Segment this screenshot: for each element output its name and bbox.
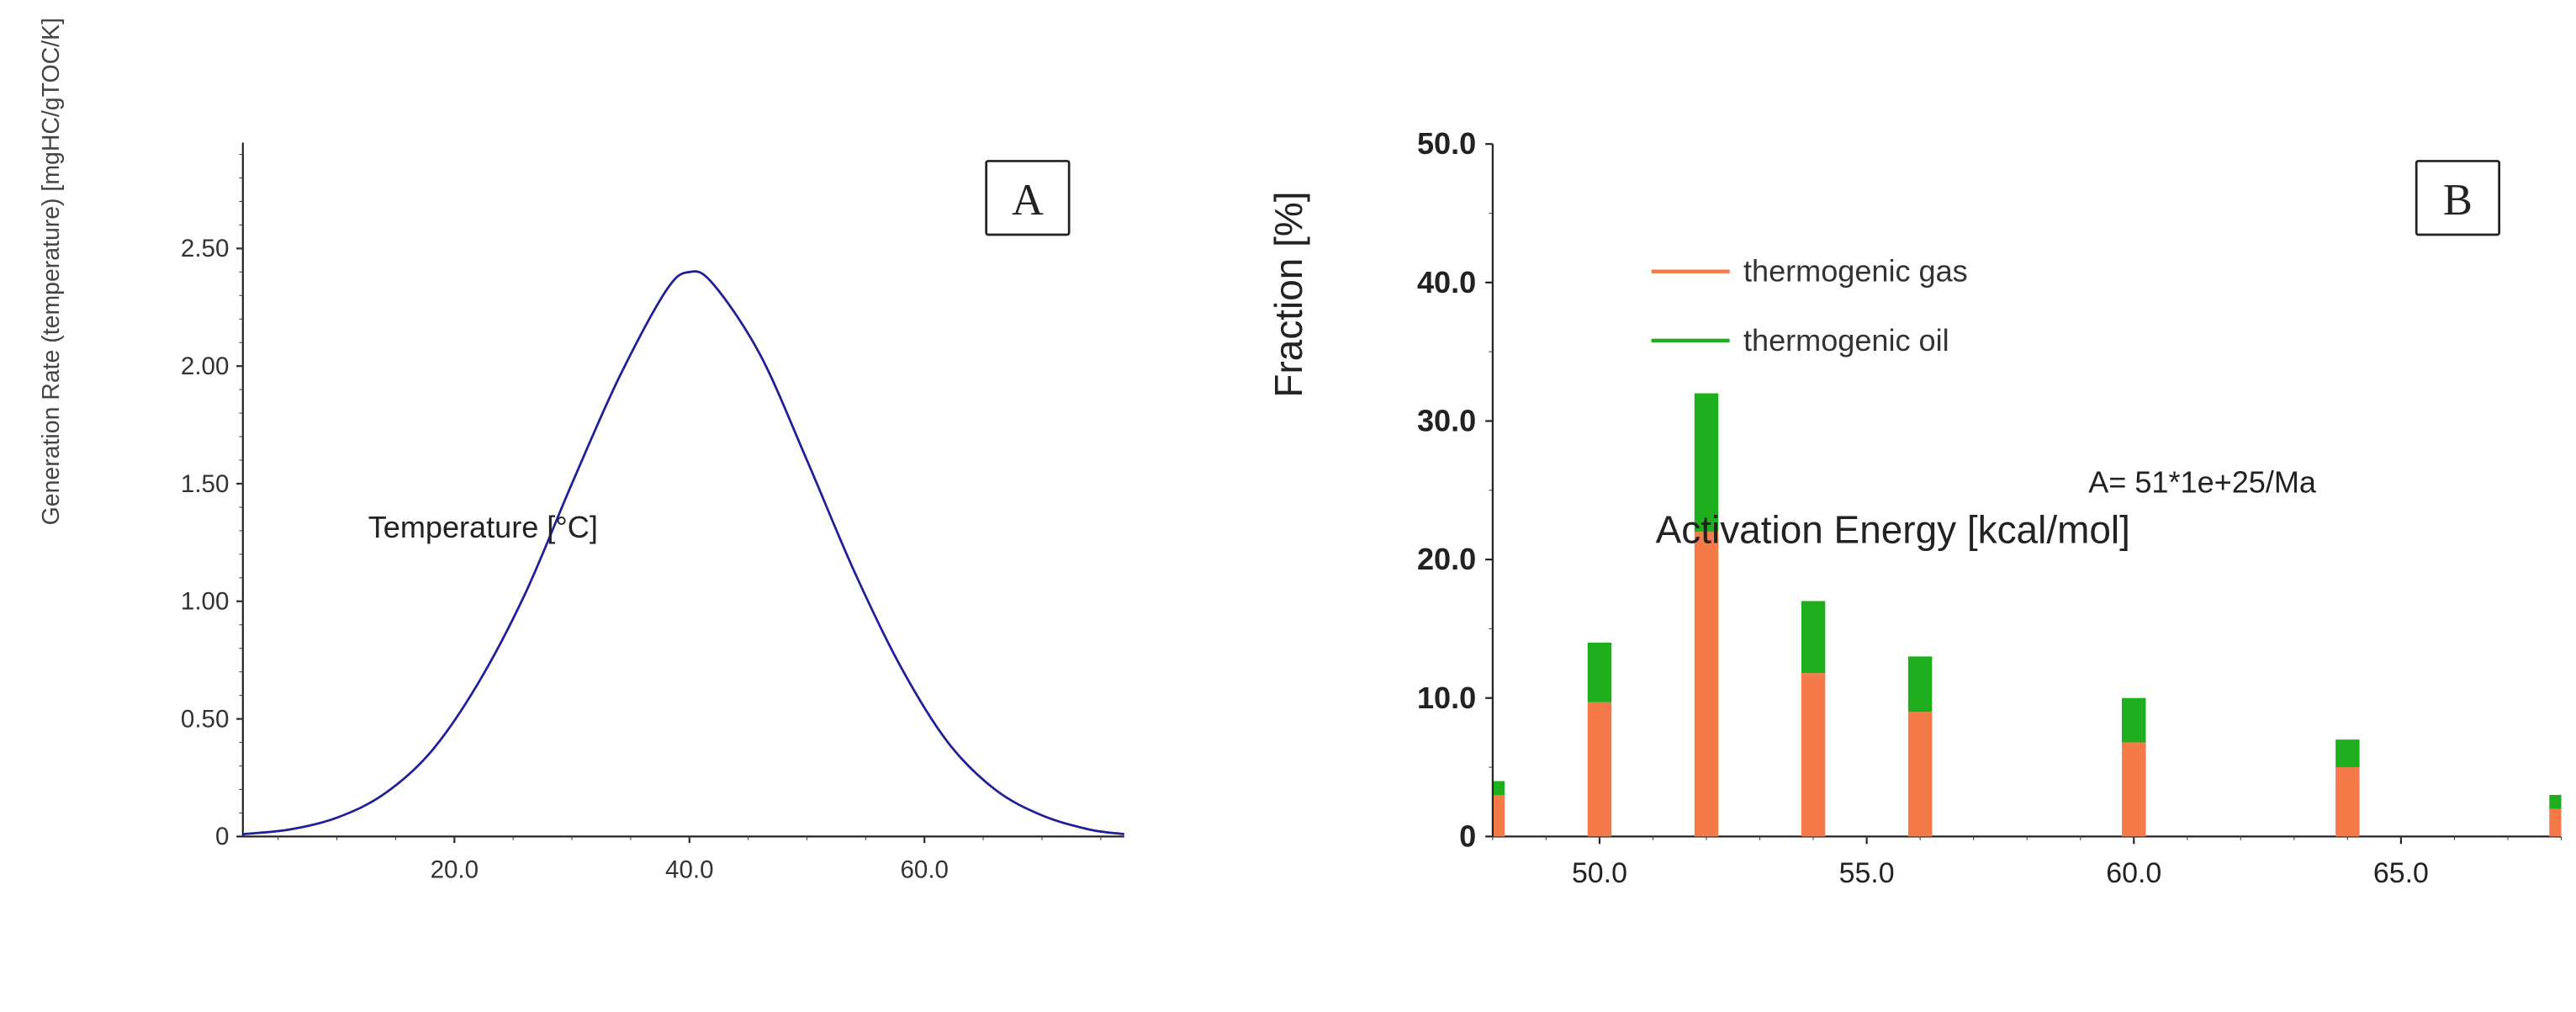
panel-b-label: B <box>2443 176 2473 225</box>
panel-b-y-tick-label: 20.0 <box>1417 542 1476 576</box>
bar-thermogenic-oil <box>1493 781 1505 795</box>
panel-a-y-tick-label: 2.50 <box>181 235 229 262</box>
bar-thermogenic-oil <box>1694 393 1719 532</box>
legend-label-oil: thermogenic oil <box>1743 323 1949 358</box>
bar-thermogenic-gas <box>2335 767 2360 837</box>
panel-a-plot-area <box>243 143 1124 837</box>
panel-b-y-ticks: 0 10.0 20.0 30.0 40.0 50.0 <box>1417 126 1493 853</box>
panel-a-label-box <box>985 160 1071 236</box>
panel-a-x-ticks: 20.0 40.0 60.0 <box>278 836 1102 884</box>
bar-thermogenic-gas <box>2549 808 2562 837</box>
panel-b-y-tick-label: 40.0 <box>1417 265 1476 299</box>
bar-thermogenic-oil <box>2549 794 2562 809</box>
panel-b-x-label: Activation Energy [kcal/mol] <box>1656 507 2130 551</box>
panel-a-y-ticks: 0 0.50 1.00 1.50 2.00 2.50 <box>181 153 243 850</box>
panel-a-generation-rate-curve <box>242 270 1124 835</box>
legend-label-gas: thermogenic gas <box>1743 254 1968 289</box>
panel-a-x-tick-label: 60.0 <box>901 856 949 884</box>
panel-b-y-tick-label: 10.0 <box>1417 681 1476 715</box>
figure-content: 0 0.50 1.00 1.50 2.00 2.50 20.0 40.0 60.0 A Tem… <box>38 18 2563 889</box>
panel-a-x-tick-label: 40.0 <box>665 856 713 884</box>
panel-b-x-tick-label: 60.0 <box>2106 857 2161 889</box>
panel-a-x-tick-label: 20.0 <box>431 856 479 884</box>
bar-thermogenic-oil <box>1907 656 1933 713</box>
bar-thermogenic-oil <box>1801 601 1826 674</box>
panel-a-y-tick-label: 0 <box>215 823 229 850</box>
panel-a-label: A <box>1012 176 1044 225</box>
bar-thermogenic-gas <box>1587 702 1612 837</box>
bar-thermogenic-gas <box>2122 742 2146 837</box>
panel-b-x-ticks: 50.0 55.0 60.0 65.0 <box>1492 836 2563 889</box>
bar-thermogenic-gas <box>1801 673 1826 837</box>
panel-a-y-tick-label: 1.00 <box>181 588 229 616</box>
panel-b-y-label: Fraction [%] <box>1267 192 1310 398</box>
panel-a-y-tick-label: 0.50 <box>181 705 229 733</box>
panel-a-y-label: Generation Rate (temperature) [mgHC/gTOC… <box>38 18 65 525</box>
bar-thermogenic-oil <box>1587 642 1612 702</box>
panel-b-y-tick-label: 30.0 <box>1417 404 1476 438</box>
panel-b: 0 10.0 20.0 30.0 40.0 50.0 50.0 55.0 60.0 65.0 B… <box>1267 126 2563 889</box>
bar-thermogenic-gas <box>1493 794 1505 837</box>
legend: thermogenic gas thermogenic oil <box>1651 254 1968 358</box>
panel-b-x-tick-label: 65.0 <box>2373 857 2429 889</box>
panel-b-y-tick-label: 0 <box>1459 819 1476 853</box>
panel-a-y-tick-label: 2.00 <box>181 352 229 380</box>
panel-b-label-box <box>2415 160 2501 236</box>
panel-a: 0 0.50 1.00 1.50 2.00 2.50 20.0 40.0 60.0 A Tem… <box>38 18 1124 884</box>
panel-b-x-tick-label: 50.0 <box>1572 857 1627 889</box>
panel-b-bars <box>1493 393 2562 837</box>
bar-thermogenic-gas <box>1694 532 1719 837</box>
bar-thermogenic-gas <box>1907 712 1933 837</box>
panel-b-annotation: A= 51*1e+25/Ma <box>2088 464 2317 499</box>
panel-b-y-tick-label: 50.0 <box>1417 126 1476 161</box>
panel-a-y-tick-label: 1.50 <box>181 470 229 498</box>
bar-thermogenic-oil <box>2122 697 2146 743</box>
bar-thermogenic-oil <box>2335 739 2360 768</box>
panel-b-x-tick-label: 55.0 <box>1839 857 1895 889</box>
panel-a-x-label: Temperature [°C] <box>368 510 598 544</box>
